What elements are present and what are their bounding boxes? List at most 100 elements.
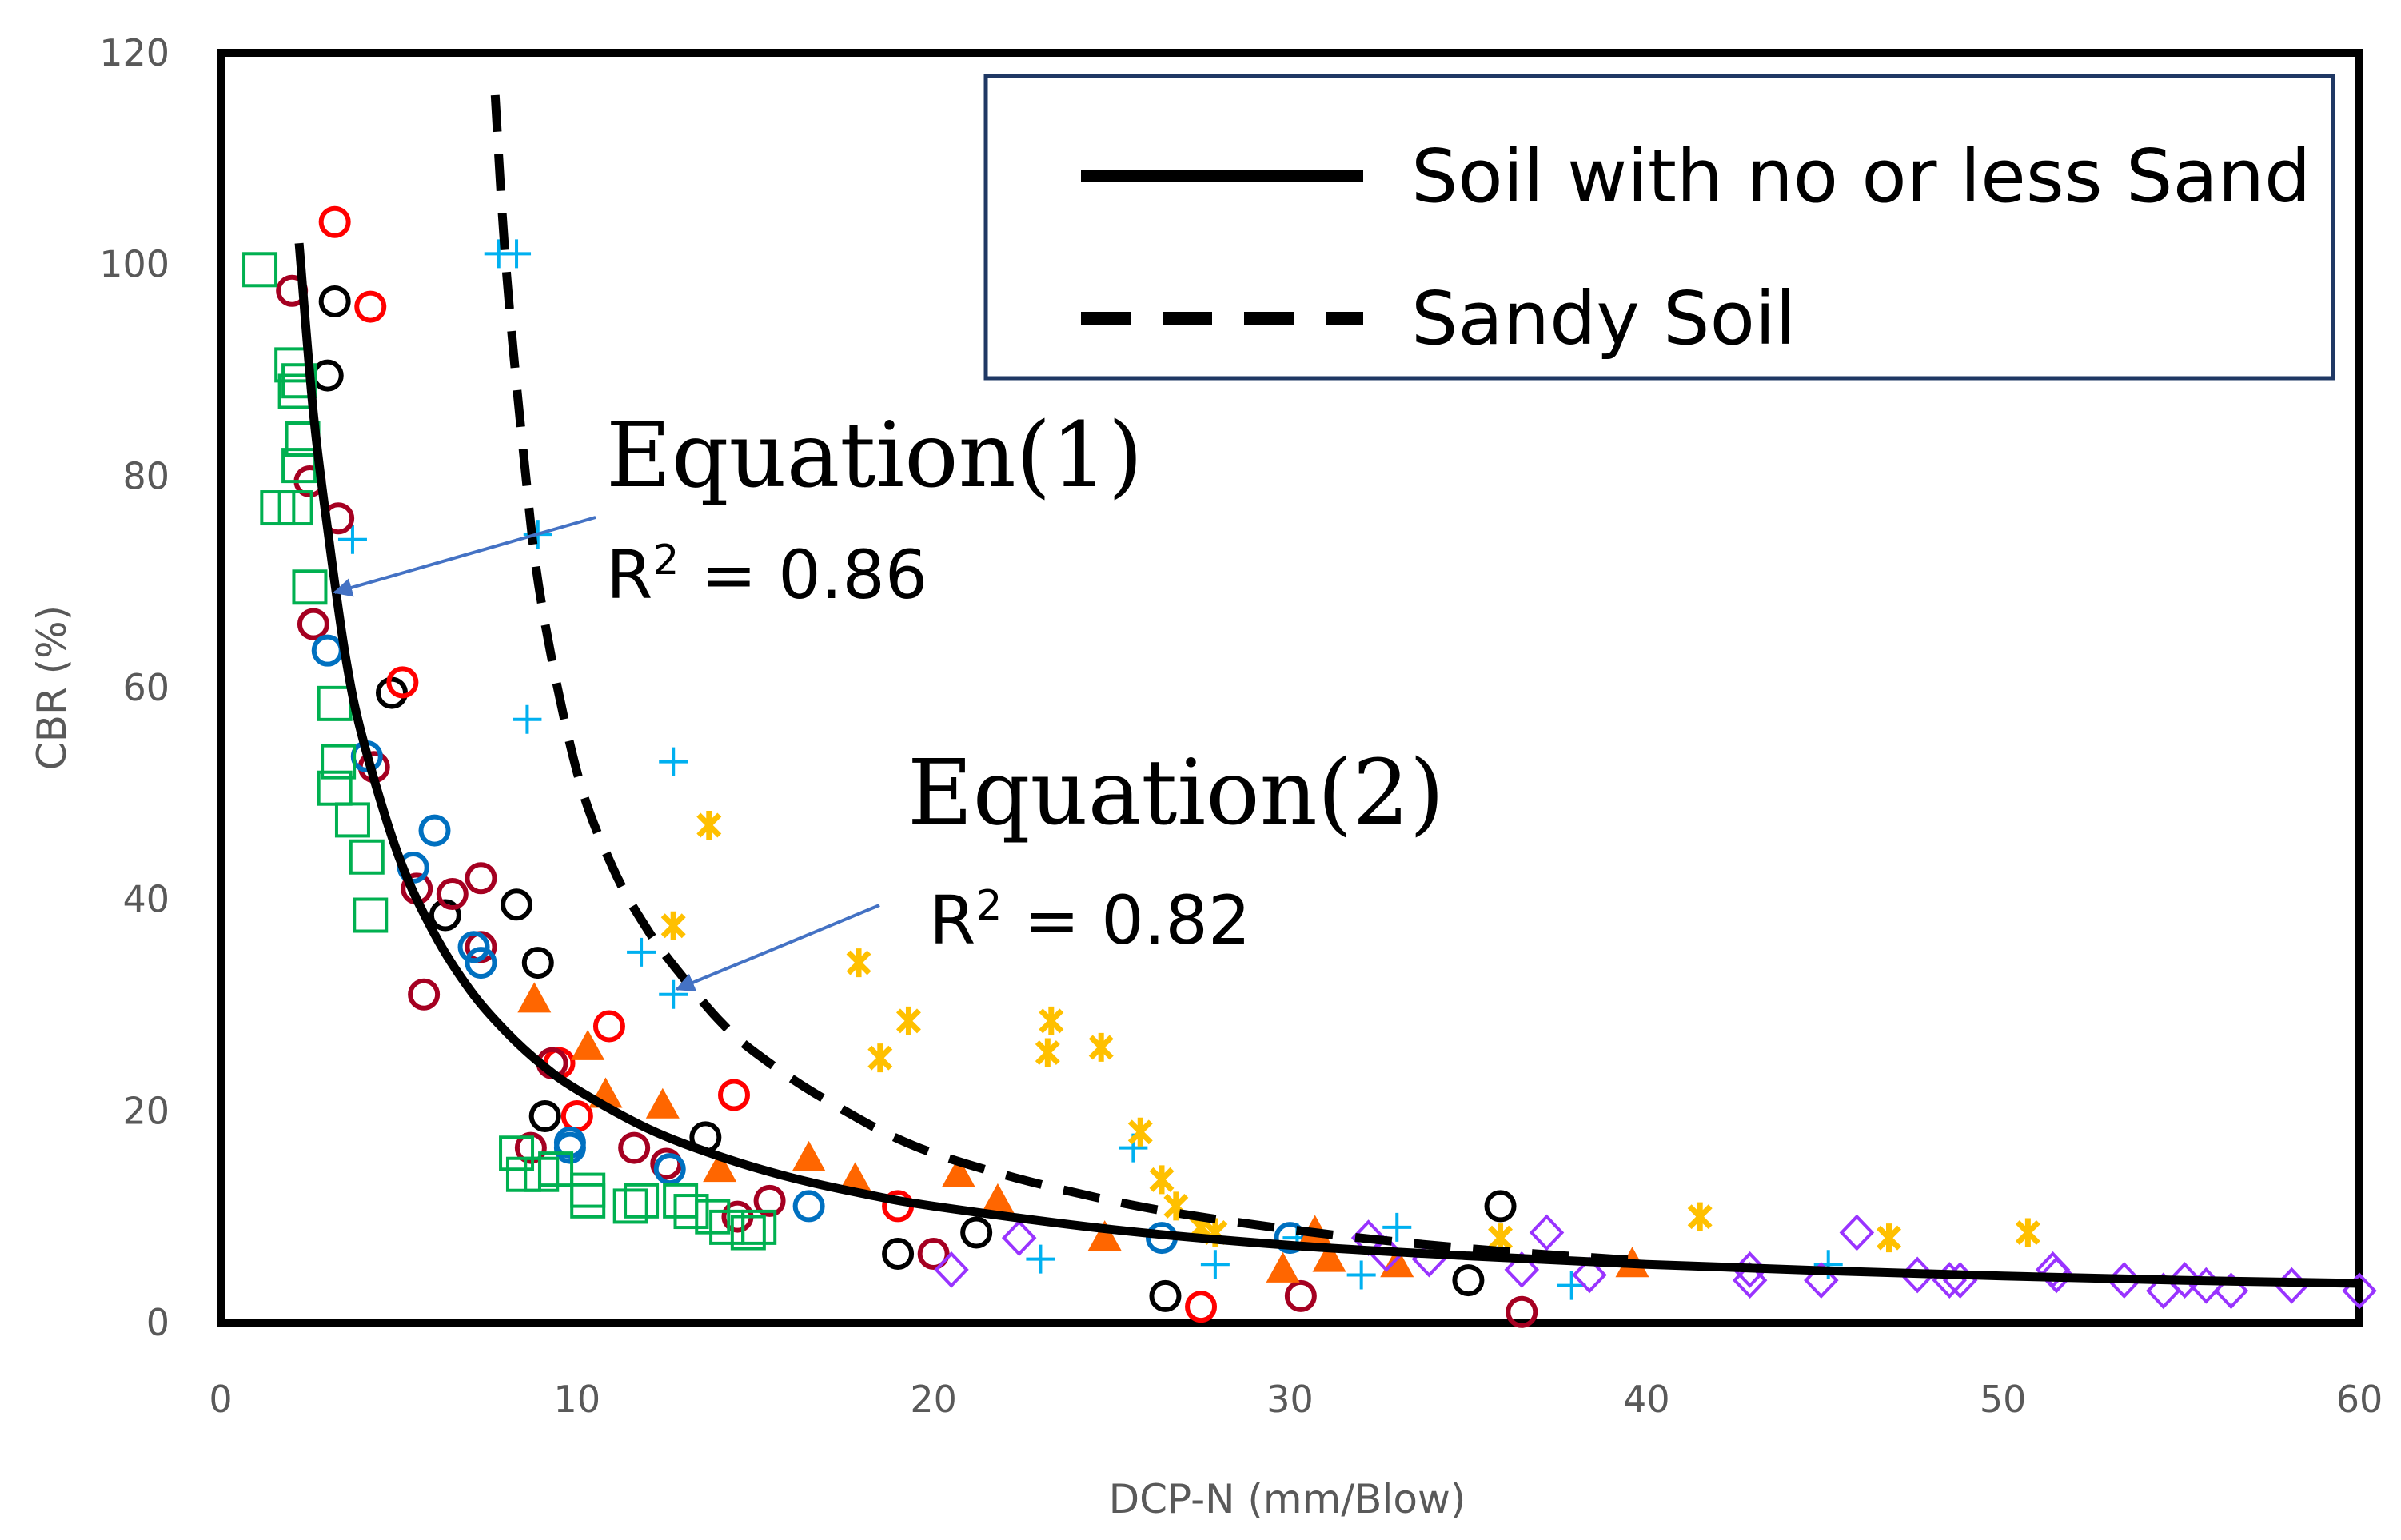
black-circle-point: [376, 676, 408, 709]
green-square-point: [292, 569, 328, 605]
curve-sandy-soil: [490, 94, 1647, 1266]
blue-plus-point: [1346, 1260, 1376, 1290]
y-tick-label: 60: [122, 666, 170, 709]
green-square-point: [741, 1209, 777, 1245]
darkred-circle-point: [1284, 1279, 1317, 1312]
purple-diamond-point: [1001, 1219, 1037, 1257]
green-square-point: [570, 1183, 606, 1219]
blue-plus-point: [1200, 1250, 1230, 1279]
y-axis-title: CBR (%): [29, 605, 75, 770]
blue-plus-point: [627, 937, 656, 967]
yellow-star-point: [1035, 1038, 1060, 1067]
darkred-circle-point: [618, 1131, 651, 1164]
red-circle-point: [1185, 1291, 1218, 1323]
legend-label-dashed: Sandy Soil: [1411, 276, 1796, 361]
yellow-star-point: [895, 1006, 921, 1035]
black-circle-point: [960, 1216, 993, 1249]
black-circle-point: [882, 1237, 915, 1270]
green-square-point: [260, 490, 296, 526]
darkred-circle-point: [753, 1184, 786, 1217]
equation-2-r2: R2 = 0.82: [929, 881, 1250, 960]
yellow-star-point: [1039, 1006, 1064, 1035]
blue-circle-point: [465, 947, 497, 979]
orange-triangle-point: [1266, 1251, 1300, 1283]
purple-diamond-point: [2039, 1256, 2074, 1294]
red-circle-point: [386, 666, 419, 699]
equation-2-r2-sup: 2: [975, 882, 1002, 930]
x-tick-label: 40: [1623, 1378, 1670, 1421]
y-tick-label: 40: [122, 878, 170, 921]
red-circle-point: [354, 290, 387, 323]
purple-diamond-point: [1504, 1251, 1540, 1288]
yellow-star-point: [1877, 1223, 1901, 1253]
y-tick-label: 100: [99, 243, 170, 286]
green-square-point: [321, 744, 357, 780]
red-circle-point: [318, 205, 351, 238]
x-tick-label: 60: [2336, 1378, 2383, 1421]
purple-diamond-point: [934, 1251, 969, 1288]
equation-1-r2-prefix: R: [606, 536, 652, 614]
blue-circle-point: [457, 931, 490, 963]
blue-plus-point: [659, 979, 688, 1009]
darkred-circle-point: [436, 878, 469, 911]
black-circle-point: [429, 899, 461, 932]
green-square-point: [538, 1151, 574, 1187]
orange-triangle-point: [792, 1140, 826, 1171]
green-square-point: [624, 1183, 660, 1219]
orange-triangle-point: [571, 1029, 605, 1060]
equation-1-r2-sup: 2: [652, 537, 679, 584]
orange-triangle-point: [941, 1156, 975, 1187]
darkred-circle-point: [514, 1131, 547, 1164]
black-circle-point: [318, 285, 351, 317]
purple-diamond-point: [1572, 1256, 1607, 1294]
yellow-star-point: [1149, 1165, 1175, 1195]
equation-1-title: Equation(1): [606, 404, 1143, 508]
green-square-point: [695, 1199, 731, 1235]
curve-soil-no-or-less-sand: [294, 242, 2360, 1288]
y-tick-label: 0: [146, 1301, 170, 1344]
yellow-star-point: [2015, 1218, 2040, 1247]
yellow-star-point: [1687, 1202, 1713, 1231]
orange-triangle-point: [517, 982, 552, 1013]
purple-diamond-point: [1529, 1214, 1565, 1251]
x-tick-label: 0: [209, 1378, 232, 1421]
darkred-circle-point: [408, 978, 441, 1011]
blue-circle-point: [418, 814, 451, 847]
black-circle-point: [528, 1099, 561, 1132]
black-circle-point: [1149, 1279, 1182, 1312]
green-square-point: [353, 897, 389, 933]
yellow-star-point: [696, 811, 722, 840]
green-square-point: [242, 252, 278, 288]
green-square-point: [334, 802, 370, 838]
darkred-circle-point: [297, 608, 329, 640]
green-square-point: [612, 1188, 648, 1224]
black-circle-point: [521, 947, 554, 979]
equation-2-title: Equation(2): [907, 741, 1444, 845]
green-square-point: [730, 1215, 766, 1251]
yellow-star-point: [660, 911, 686, 940]
y-tick-label: 80: [122, 454, 170, 497]
orange-triangle-point: [1312, 1241, 1346, 1272]
yellow-star-point: [1127, 1117, 1153, 1147]
legend: Soil with no or less Sand Sandy Soil: [983, 74, 2335, 381]
black-circle-point: [1484, 1190, 1517, 1223]
equation-1-r2: R2 = 0.86: [606, 536, 927, 614]
blue-circle-point: [653, 1153, 686, 1186]
green-square-point: [317, 770, 353, 806]
series-orange-triangle: [517, 982, 1649, 1283]
orange-triangle-point: [645, 1087, 680, 1119]
darkred-circle-point: [465, 862, 497, 895]
green-square-point: [349, 839, 385, 875]
black-circle-point: [501, 888, 533, 921]
purple-diamond-point: [1732, 1262, 1768, 1299]
equation-2-r2-value: = 0.82: [1002, 881, 1250, 960]
x-axis-title: DCP-N (mm/Blow): [1109, 1476, 1466, 1522]
blue-circle-point: [553, 1131, 586, 1164]
orange-triangle-point: [703, 1151, 737, 1183]
black-circle-point: [1452, 1264, 1485, 1297]
red-circle-point: [718, 1079, 750, 1111]
legend-box: [983, 74, 2335, 381]
series-blue-plus: [337, 239, 1843, 1300]
